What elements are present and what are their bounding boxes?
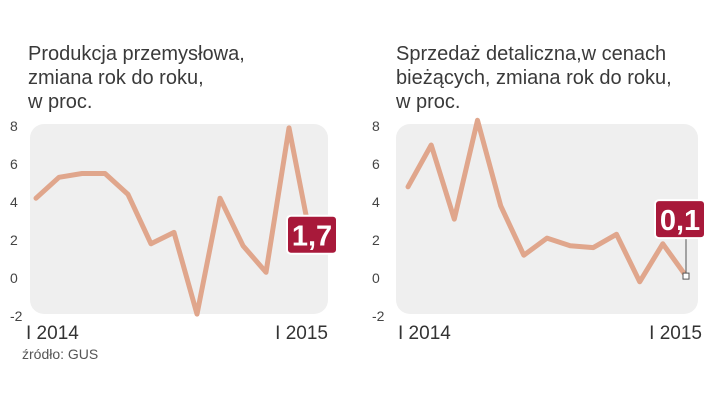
last-value-badge [654,199,706,240]
last-value-badge [286,214,338,255]
y-tick-label: 6 [372,156,380,172]
y-tick-label: 4 [372,194,380,210]
y-tick-label: 8 [10,118,18,134]
last-point-marker [682,272,690,280]
y-tick-label: 2 [10,232,18,248]
x-label-end: I 2015 [649,323,702,344]
plot-panel-2 [396,124,698,314]
series-line-2 [405,117,689,285]
last-value-label: 0,1 [660,205,700,237]
y-tick-label: 2 [372,232,380,248]
chart-title-retail-sales: Sprzedaż detaliczna,w cenach bieżących, … [396,43,672,113]
x-label-start: I 2014 [398,323,451,344]
y-tick-label: 0 [372,270,380,286]
series-line-1 [33,125,315,317]
y-tick-label: 6 [10,156,18,172]
chart-title-production: Produkcja przemysłowa, zmiana rok do rok… [28,43,245,113]
source-note: źródło: GUS [22,346,99,362]
y-tick-label: 0 [10,270,18,286]
y-tick-label: -2 [372,308,385,324]
y-tick-label: -2 [10,308,23,324]
y-tick-label: 4 [10,194,18,210]
x-label-start: I 2014 [26,323,79,344]
x-label-end: I 2015 [275,323,328,344]
y-tick-label: 8 [372,118,380,134]
last-value-label: 1,7 [292,221,332,253]
